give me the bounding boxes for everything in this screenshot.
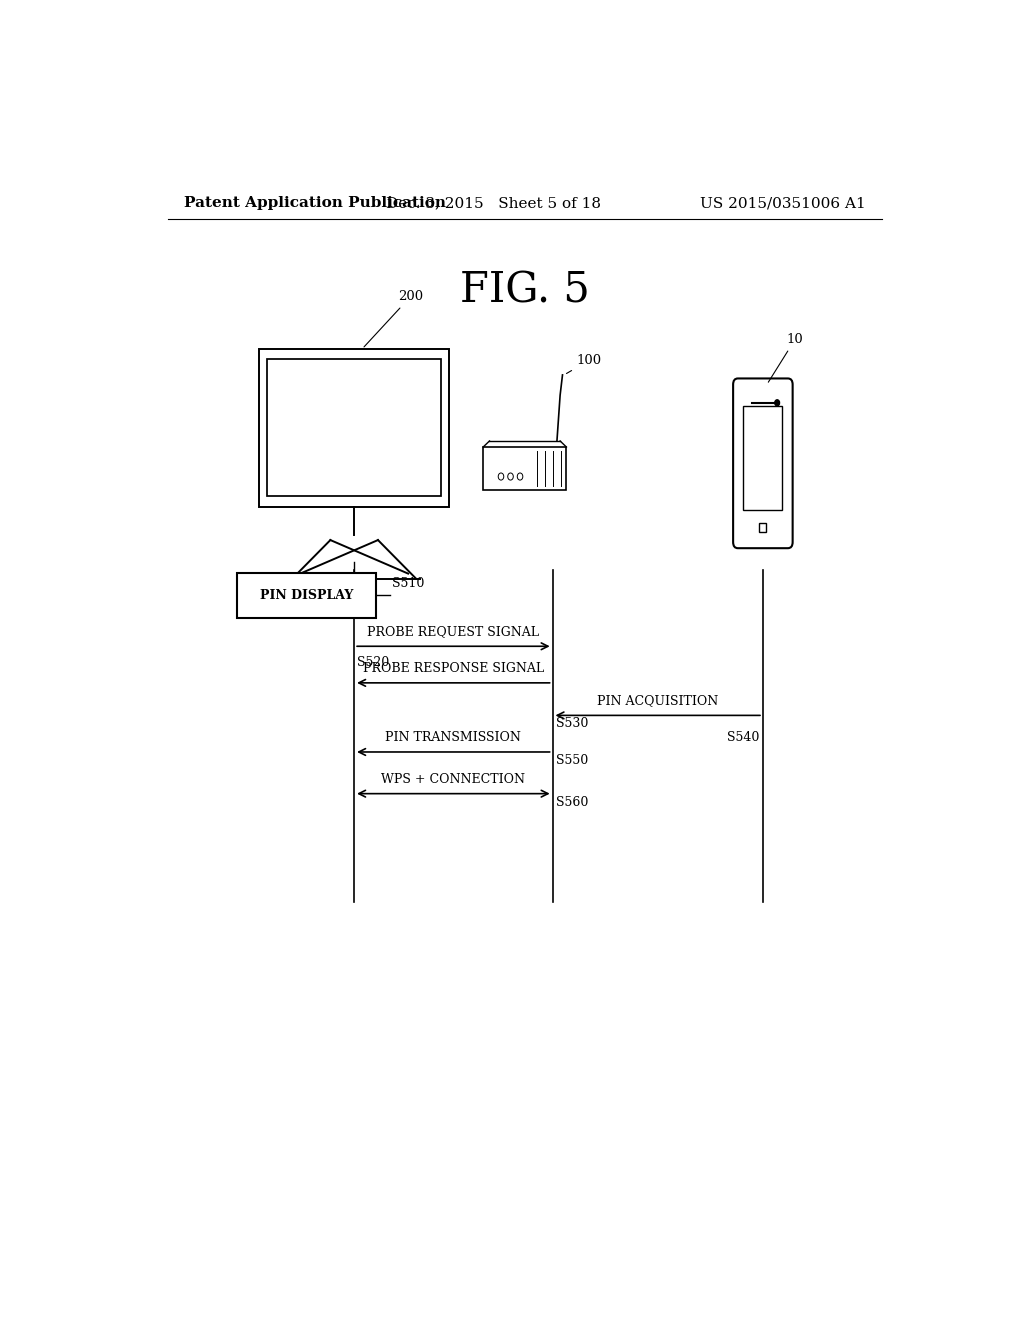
- Bar: [483, 447, 566, 490]
- Bar: [743, 405, 782, 510]
- Text: Patent Application Publication: Patent Application Publication: [183, 197, 445, 210]
- Text: FIG. 5: FIG. 5: [460, 269, 590, 312]
- Text: S520: S520: [357, 656, 389, 669]
- Bar: [259, 348, 450, 507]
- Text: US 2015/0351006 A1: US 2015/0351006 A1: [700, 197, 866, 210]
- Bar: [267, 359, 441, 496]
- Text: PROBE RESPONSE SIGNAL: PROBE RESPONSE SIGNAL: [362, 661, 544, 675]
- Bar: [760, 523, 766, 532]
- Text: WPS + CONNECTION: WPS + CONNECTION: [381, 772, 525, 785]
- Text: 200: 200: [364, 290, 423, 347]
- Text: S530: S530: [556, 718, 588, 730]
- Text: S510: S510: [392, 577, 424, 590]
- Text: Dec. 3, 2015   Sheet 5 of 18: Dec. 3, 2015 Sheet 5 of 18: [386, 197, 600, 210]
- Circle shape: [775, 400, 779, 405]
- Text: PIN ACQUISITION: PIN ACQUISITION: [597, 694, 719, 708]
- Text: PIN DISPLAY: PIN DISPLAY: [260, 589, 353, 602]
- Text: S540: S540: [727, 731, 760, 743]
- Text: 10: 10: [768, 333, 804, 383]
- Text: 100: 100: [566, 354, 602, 374]
- Bar: [238, 573, 376, 618]
- Text: S550: S550: [556, 754, 588, 767]
- Text: S560: S560: [556, 796, 588, 809]
- Text: PROBE REQUEST SIGNAL: PROBE REQUEST SIGNAL: [368, 626, 540, 638]
- FancyBboxPatch shape: [733, 379, 793, 548]
- Text: PIN TRANSMISSION: PIN TRANSMISSION: [385, 731, 521, 744]
